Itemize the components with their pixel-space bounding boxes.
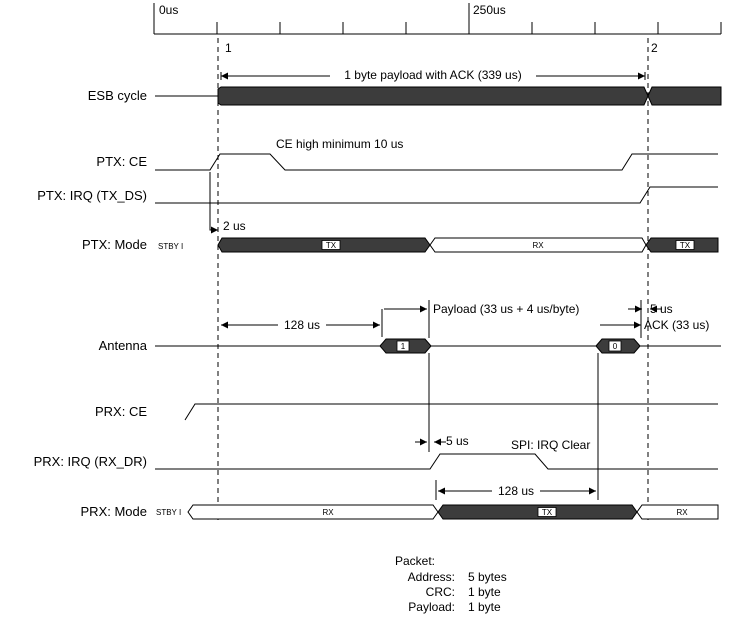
ptx-rx-label: RX [532,241,544,250]
packet-title: Packet: [395,554,435,568]
row-label-ptx-irq: PTX: IRQ (TX_DS) [37,188,147,203]
prx-mode-row: STBY I RX TX RX [156,504,719,520]
prx-tx-segment [437,504,638,520]
row-label-ptx-ce: PTX: CE [96,154,147,169]
prx-tx-label: TX [542,508,553,517]
row-label-prx-ce: PRX: CE [95,404,147,419]
markers: 1 2 [217,38,658,520]
esb-cycle-row: 1 byte payload with ACK (339 us) [155,68,722,106]
prx-128us-label: 128 us [498,484,534,498]
marker-label-2: 2 [651,41,658,55]
antenna-packet-0-tag [608,340,622,352]
packet-address-label: Address: [408,570,455,584]
packet-payload-label: Payload: [408,600,455,614]
ptx-tx-tag [321,240,341,250]
ptx-ce-signal [155,153,718,171]
prx-irq-row: 5 us SPI: IRQ Clear [155,353,718,470]
row-label-prx-mode: PRX: Mode [81,504,147,519]
packet-payload-value: 1 byte [468,600,501,614]
packet-crc-value: 1 byte [468,585,501,599]
payload-label: Payload (33 us + 4 us/byte) [433,302,579,316]
ptx-tx-label-2: TX [680,241,691,250]
row-labels: ESB cycle PTX: CE PTX: IRQ (TX_DS) PTX: … [34,88,148,519]
esb-cycle-length-label: 1 byte payload with ACK (339 us) [344,68,521,82]
row-label-esb-cycle: ESB cycle [88,88,147,103]
prx-128us-bg [492,484,540,498]
two-us-arrow [209,172,218,234]
ce-high-min-label: CE high minimum 10 us [276,137,403,151]
antenna-packet-1-tag [396,340,410,352]
esb-cycle-bar-1 [217,86,649,106]
packet-crc-label: CRC: [426,585,455,599]
five-us-ack-label: 5 us [650,302,673,316]
prx-ce-signal [184,403,718,421]
payload-annotation: Payload (33 us + 4 us/byte) [384,300,579,338]
tick-label-250us: 250us [473,3,506,17]
packet-legend: Packet: Address: 5 bytes CRC: 1 byte Pay… [395,554,507,614]
ack-annotation: 5 us ACK (33 us) [600,300,709,338]
ptx-irq-row [155,186,718,204]
prx-ce-row [184,403,718,421]
prx-five-us-label: 5 us [446,434,469,448]
row-label-ptx-mode: PTX: Mode [82,237,147,252]
ptx-ce-row: CE high minimum 10 us [155,137,718,171]
ptx-tx-label: TX [326,241,337,250]
time-axis: 0us 250us [153,3,722,35]
ptx-128us-annotation: 128 us [221,309,383,337]
ack-label: ACK (33 us) [644,318,709,332]
spi-irq-clear-label: SPI: IRQ Clear [511,438,590,452]
prx-128us-annotation: 128 us [435,353,599,500]
two-us-label: 2 us [223,219,246,233]
marker-label-1: 1 [225,41,232,55]
ptx-128us-label: 128 us [284,318,320,332]
ptx-mode-row: STBY I TX RX TX [158,237,719,253]
row-label-antenna: Antenna [99,338,148,353]
prx-irq-signal [155,453,718,470]
prx-rx-segment [187,504,439,520]
row-label-prx-irq: PRX: IRQ (RX_DR) [34,454,147,469]
prx-stby-label: STBY I [156,508,181,517]
two-us-annotation: 2 us [209,172,246,234]
antenna-packet-0-label: 0 [613,342,618,351]
prx-rx-segment-2 [636,504,719,520]
tick-label-0us: 0us [159,3,178,17]
ptx-stby-label: STBY I [158,242,183,251]
antenna-row: 1 0 [155,338,721,354]
ptx-tx-tag-2 [675,240,695,250]
ptx-irq-signal [155,186,718,204]
esb-label-bg [330,68,536,82]
packet-address-value: 5 bytes [468,570,507,584]
prx-tx-tag [537,507,557,517]
prx-rx-label: RX [322,508,334,517]
antenna-packet-1-label: 1 [401,342,406,351]
prx-rx-label-2: RX [676,508,688,517]
esb-cycle-bar-2 [647,86,722,106]
ptx-128us-bg [278,318,326,332]
